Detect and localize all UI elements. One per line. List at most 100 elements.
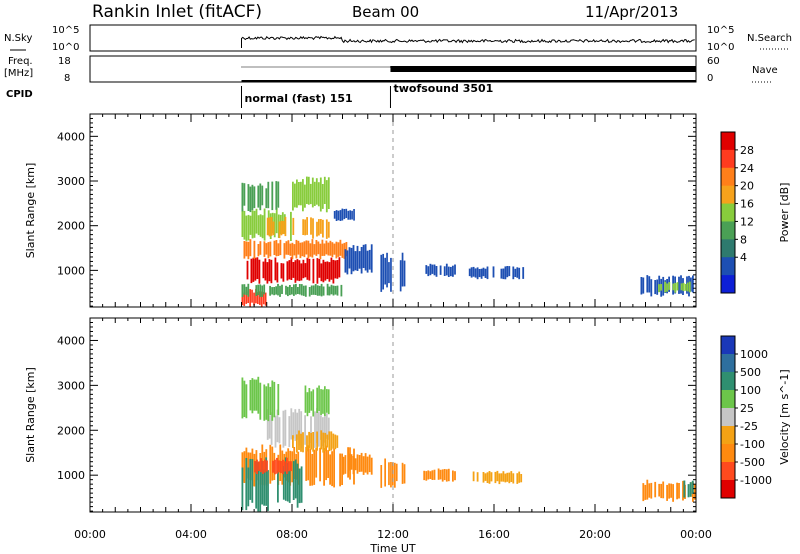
velocity-data-cell [498, 473, 501, 485]
velocity-data-cell [257, 376, 260, 414]
power-data-cell [251, 289, 253, 303]
velocity-data-cell [362, 456, 365, 475]
power-data-cell [478, 269, 481, 278]
velocity-data-cell [660, 483, 663, 499]
power-data-cell [345, 208, 348, 218]
power-data-cell [318, 285, 321, 296]
velocity-data-cell [452, 470, 454, 482]
velocity-data-cell [296, 434, 298, 453]
velocity-data-cell [298, 430, 300, 450]
power-data-cell [684, 284, 687, 291]
velocity-data-cell [243, 380, 246, 417]
power-data-cell [289, 285, 291, 296]
power-data-cell [362, 244, 365, 268]
power-data-cell [318, 259, 321, 278]
velocity-data-cell [325, 445, 327, 481]
velocity-data-cell [327, 417, 330, 440]
velocity-data-cell [502, 471, 505, 482]
velocity-data-cell [320, 389, 322, 415]
power-data-cell [252, 257, 255, 282]
colorbar-swatch [721, 167, 735, 187]
power-data-cell [314, 284, 317, 295]
power-data-cell [518, 267, 521, 280]
velocity-data-cell [403, 464, 406, 484]
power-data-cell [318, 219, 320, 236]
power-data-cell [294, 183, 296, 208]
power-data-cell [658, 284, 660, 293]
velocity-data-cell [648, 483, 651, 498]
power-data-cell [349, 210, 351, 220]
power-data-cell [296, 179, 298, 208]
power-data-cell [429, 263, 432, 276]
power-data-cell [243, 241, 246, 259]
velocity-data-cell [300, 411, 303, 449]
power-data-cell [313, 244, 316, 255]
x-axis-label: Time UT [369, 542, 415, 554]
nsearch-tick-high: 10^5 [707, 25, 734, 36]
power-data-cell [245, 290, 248, 304]
velocity-data-cell [486, 472, 489, 483]
power-data-cell [277, 283, 279, 296]
power-data-cell [243, 284, 246, 295]
power-data-cell [306, 257, 309, 280]
power-data-cell [480, 268, 483, 279]
power-data-cell [247, 241, 250, 260]
power-data-cell [676, 282, 679, 291]
velocity-data-cell [284, 409, 287, 446]
power-data-cell [642, 277, 645, 294]
power-data-cell [261, 285, 264, 297]
velocity-data-cell [294, 409, 297, 441]
velocity-data-cell [676, 482, 678, 500]
velocity-data-cell [288, 461, 290, 472]
power-data-cell [666, 283, 669, 292]
power-data-cell [331, 242, 334, 258]
velocity-data-cell [443, 469, 446, 481]
power-data-cell [297, 287, 299, 294]
power-data-cell [364, 244, 367, 271]
velocity-data-cell [307, 445, 310, 481]
power-data-cell [354, 251, 357, 271]
power-data-cell [269, 285, 271, 296]
power-data-cell [340, 284, 343, 297]
cpid-mode-label: twofsound 3501 [393, 82, 493, 95]
velocity-data-cell [282, 466, 285, 500]
power-data-cell [290, 257, 293, 280]
velocity-data-cell [310, 416, 312, 443]
power-data-cell [688, 281, 691, 293]
power-data-cell [319, 177, 322, 212]
velocity-data-cell [644, 484, 647, 500]
power-data-cell [270, 259, 273, 284]
velocity-data-cell [476, 472, 479, 482]
velocity-data-cell [288, 470, 291, 503]
power-data-cell [660, 284, 662, 291]
velocity-data-cell [437, 468, 440, 480]
nsearch-tick-low: 10^0 [707, 42, 734, 53]
velocity-data-cell [254, 461, 256, 473]
velocity-data-cell [305, 447, 308, 481]
power-data-cell [336, 260, 339, 279]
power-data-cell [282, 220, 285, 235]
power-data-cell [650, 279, 653, 297]
power-data-cell [500, 268, 503, 279]
velocity-data-cell [324, 386, 326, 416]
power-data-cell [253, 186, 256, 209]
colorbar-tick-label: 24 [740, 162, 754, 175]
velocity-data-cell [282, 410, 285, 448]
power-data-cell [261, 215, 264, 239]
power-data-cell [335, 241, 338, 259]
velocity-data-cell [278, 417, 281, 444]
colorbar-frame [720, 131, 736, 294]
power-data-cell [427, 266, 430, 277]
velocity-data-cell [326, 434, 329, 448]
power-data-cell [352, 245, 355, 272]
plot-panels: 1000 2000 3000 4000 Slant Range [km] 28 24 20 16… [24, 113, 791, 513]
velocity-data-cell [251, 378, 254, 414]
power-data-cell [309, 183, 312, 205]
velocity-data-cell [249, 380, 252, 411]
power-data-cell [275, 181, 278, 210]
power-data-cell [268, 217, 271, 237]
velocity-data-cell [336, 435, 339, 448]
power-data-cell [293, 244, 296, 256]
power-data-cell [325, 219, 328, 239]
power-data-cell [301, 242, 304, 257]
